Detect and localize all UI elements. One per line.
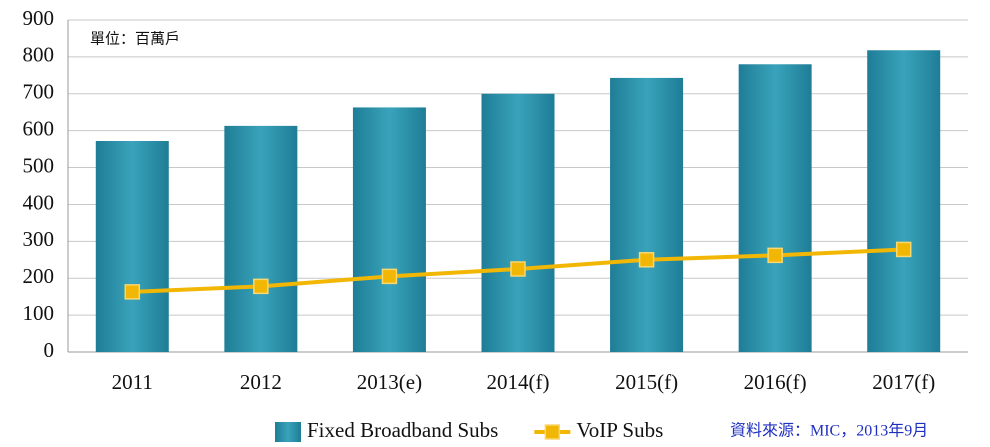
bar bbox=[481, 93, 555, 353]
legend-label: Fixed Broadband Subs bbox=[307, 418, 498, 442]
x-tick-label: 2016(f) bbox=[744, 370, 807, 394]
bar bbox=[95, 140, 169, 352]
legend-label: VoIP Subs bbox=[576, 418, 663, 442]
x-tick-label: 2013(e) bbox=[357, 370, 422, 394]
y-tick-label: 200 bbox=[23, 264, 55, 288]
y-tick-label: 600 bbox=[23, 116, 55, 140]
y-tick-label: 300 bbox=[23, 227, 55, 251]
x-tick-label: 2017(f) bbox=[872, 370, 935, 394]
y-tick-label: 700 bbox=[23, 80, 55, 104]
legend-swatch bbox=[275, 422, 301, 442]
y-tick-label: 400 bbox=[23, 190, 55, 214]
y-tick-label: 900 bbox=[23, 6, 55, 30]
unit-note: 單位：百萬戶 bbox=[90, 30, 180, 47]
bar bbox=[224, 125, 298, 352]
bar bbox=[867, 50, 941, 352]
source-note: 資料來源：MIC，2013年9月 bbox=[730, 422, 928, 440]
line-marker bbox=[381, 268, 398, 285]
line-marker bbox=[124, 284, 141, 300]
x-tick-label: 2014(f) bbox=[487, 370, 550, 394]
bar bbox=[610, 77, 684, 352]
line-marker bbox=[510, 261, 526, 277]
y-tick-label: 100 bbox=[23, 301, 55, 325]
x-tick-label: 2011 bbox=[112, 370, 153, 394]
legend-swatch-marker bbox=[544, 424, 561, 440]
bar bbox=[352, 107, 426, 352]
x-tick-label: 2015(f) bbox=[615, 370, 678, 394]
line-marker bbox=[638, 252, 655, 268]
line-marker bbox=[895, 241, 912, 258]
bar bbox=[738, 64, 812, 353]
line-marker bbox=[253, 278, 269, 295]
y-tick-label: 800 bbox=[23, 43, 55, 67]
y-tick-label: 0 bbox=[44, 338, 55, 362]
y-tick-label: 500 bbox=[23, 153, 55, 177]
line-marker bbox=[767, 247, 783, 264]
x-tick-label: 2012 bbox=[240, 370, 282, 394]
